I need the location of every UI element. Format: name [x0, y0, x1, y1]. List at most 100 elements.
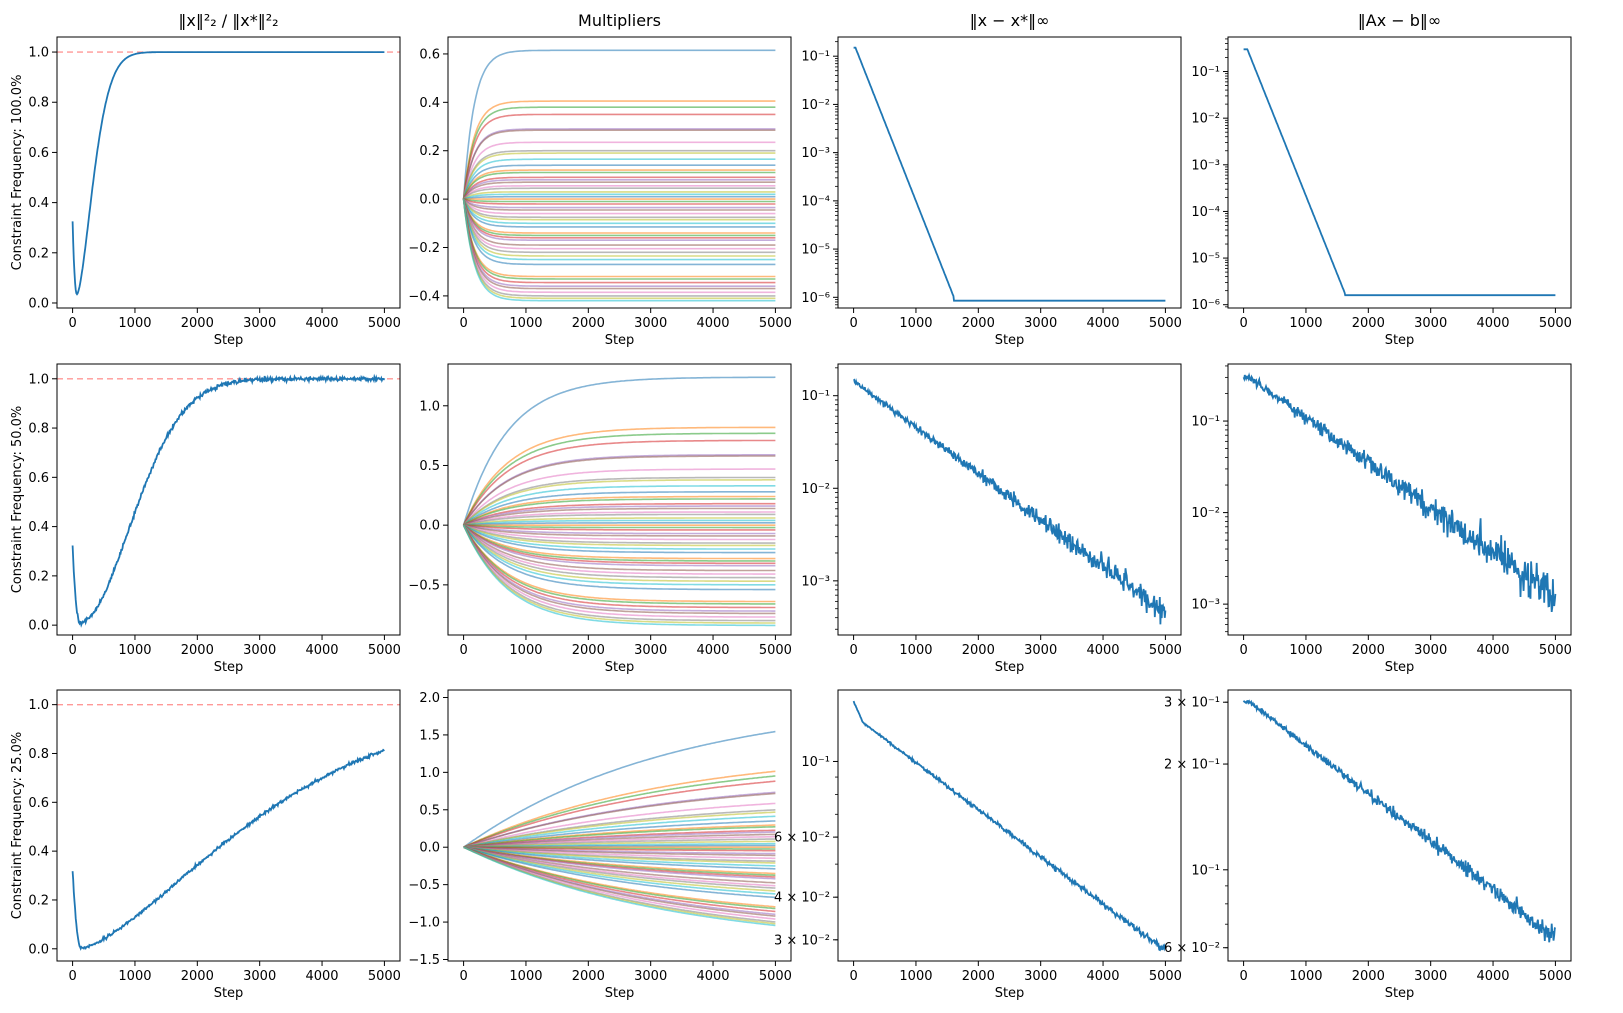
multiplier-series-27 — [462, 198, 776, 219]
x-tick-label: 5000 — [1539, 316, 1572, 331]
subplot-r1c0: 0 1000 2000 3000 4000 5000 Step 0.0 0.2 0.4 0.6 0.8… — [28, 363, 401, 675]
y-tick-label: 0.4 — [28, 845, 49, 860]
multiplier-series-29 — [463, 846, 776, 867]
multiplier-series-48 — [462, 524, 776, 624]
y-tick-label: 1.0 — [28, 46, 49, 61]
multiplier-series-13 — [462, 176, 776, 200]
subplot-r1c1: 0 1000 2000 3000 4000 5000 Step −0.5 0.0 0.5 1.0 — [408, 363, 792, 675]
y-tick-label: 10⁻¹ — [1191, 65, 1220, 80]
subplot-r2c0: 0 1000 2000 3000 4000 5000 Step 0.0 0.2 0.4 0.6 0.8… — [28, 689, 401, 1001]
x-tick-label: 1000 — [899, 969, 932, 984]
multiplier-series-19 — [463, 519, 776, 526]
x-tick-label: 1000 — [1289, 316, 1322, 331]
multiplier-series-5 — [462, 129, 776, 200]
x-axis-label: Step — [214, 660, 244, 675]
x-tick-label: 5000 — [1149, 643, 1182, 658]
series-line — [852, 700, 1167, 952]
multiplier-series-45 — [462, 524, 776, 615]
x-tick-label: 2000 — [1352, 316, 1385, 331]
y-tick-label: 10⁻¹ — [801, 389, 830, 404]
plot-area — [853, 378, 1167, 625]
y-tick-label: 10⁻³ — [1191, 598, 1220, 613]
multiplier-series-40 — [462, 198, 776, 266]
multiplier-series-46 — [462, 199, 776, 294]
y-tick-label: 0.6 — [28, 471, 49, 486]
multiplier-series-32 — [463, 524, 776, 562]
x-tick-label: 0 — [459, 969, 467, 984]
y-tick-label: 0.0 — [419, 841, 440, 856]
multiplier-series-25 — [463, 198, 776, 211]
plot-area — [57, 373, 400, 628]
y-tick-label: 10⁻⁵ — [1191, 252, 1220, 267]
multiplier-series-17 — [463, 187, 776, 200]
multiplier-series-19 — [463, 193, 776, 200]
x-tick-label: 4000 — [696, 643, 729, 658]
x-tick-label: 1000 — [1289, 969, 1322, 984]
multiplier-series-40 — [462, 524, 776, 591]
multiplier-series-4 — [462, 128, 776, 200]
multiplier-series-26 — [463, 524, 776, 541]
axes-frame — [447, 689, 792, 962]
y-tick-label: 0.0 — [419, 519, 440, 534]
x-tick-label: 4000 — [305, 316, 338, 331]
x-tick-label: 4000 — [696, 316, 729, 331]
x-axis-label: Step — [605, 333, 635, 348]
x-tick-label: 1000 — [899, 316, 932, 331]
multiplier-series-30 — [462, 198, 776, 228]
multiplier-series-29 — [462, 198, 776, 225]
multiplier-series-8 — [463, 811, 776, 848]
x-tick-label: 3000 — [1024, 643, 1057, 658]
multiplier-series-49 — [462, 524, 776, 627]
plot-area — [1243, 48, 1556, 297]
x-tick-label: 2000 — [962, 969, 995, 984]
plot-area — [463, 730, 776, 927]
x-tick-label: 2000 — [1352, 969, 1385, 984]
axes-frame — [1227, 36, 1572, 309]
y-tick-label: 10⁻¹ — [801, 755, 830, 770]
y-tick-label: 10⁻³ — [801, 574, 830, 589]
x-tick-label: 5000 — [1539, 969, 1572, 984]
multiplier-series-16 — [463, 511, 776, 526]
axes-frame — [837, 36, 1182, 309]
multiplier-series-47 — [462, 524, 776, 622]
series-line — [853, 378, 1167, 625]
x-tick-label: 5000 — [1539, 643, 1572, 658]
x-axis-label: Step — [1385, 986, 1415, 1001]
multiplier-series-5 — [462, 455, 776, 526]
x-tick-label: 0 — [1239, 316, 1247, 331]
multiplier-series-39 — [462, 524, 776, 586]
y-tick-label: 1.0 — [28, 698, 49, 713]
multiplier-series-28 — [462, 198, 776, 221]
x-tick-label: 5000 — [368, 316, 401, 331]
subplot-grid: 0 1000 2000 3000 4000 5000 Step 0.0 0.2 0.4 0.6 0.8… — [28, 36, 1572, 1001]
series-line — [71, 373, 386, 628]
axes-frame — [1227, 689, 1572, 962]
multiplier-series-22 — [463, 198, 776, 203]
row-ylabel-50: Constraint Frequency: 50.0% — [10, 406, 25, 594]
x-tick-label: 3000 — [243, 969, 276, 984]
x-tick-label: 3000 — [243, 316, 276, 331]
subplot-r2c2: 0 1000 2000 3000 4000 5000 Step 3 × 10⁻² 4 × 10⁻… — [774, 689, 1182, 1001]
multiplier-series-9 — [463, 815, 776, 848]
multiplier-series-33 — [463, 524, 776, 565]
y-tick-label: 0.5 — [419, 803, 440, 818]
subplot-r0c0: 0 1000 2000 3000 4000 5000 Step 0.0 0.2 0.4 0.6 0.8… — [28, 36, 401, 348]
x-tick-label: 0 — [849, 316, 857, 331]
y-tick-label: −0.4 — [408, 289, 440, 304]
multiplier-series-18 — [463, 517, 776, 526]
x-tick-label: 2000 — [1352, 643, 1385, 658]
x-tick-label: 1000 — [509, 969, 542, 984]
x-tick-label: 5000 — [759, 969, 792, 984]
x-tick-label: 5000 — [368, 969, 401, 984]
multiplier-series-25 — [463, 846, 776, 857]
multiplier-series-16 — [462, 185, 776, 200]
multiplier-series-2 — [463, 775, 776, 848]
multiplier-series-38 — [462, 524, 776, 582]
multiplier-series-18 — [463, 191, 776, 200]
series-line — [71, 51, 385, 296]
x-tick-label: 3000 — [1414, 643, 1447, 658]
multiplier-series-8 — [463, 479, 776, 526]
plot-area — [1242, 699, 1557, 943]
multiplier-series-48 — [462, 199, 776, 300]
multiplier-series-0 — [462, 49, 776, 200]
